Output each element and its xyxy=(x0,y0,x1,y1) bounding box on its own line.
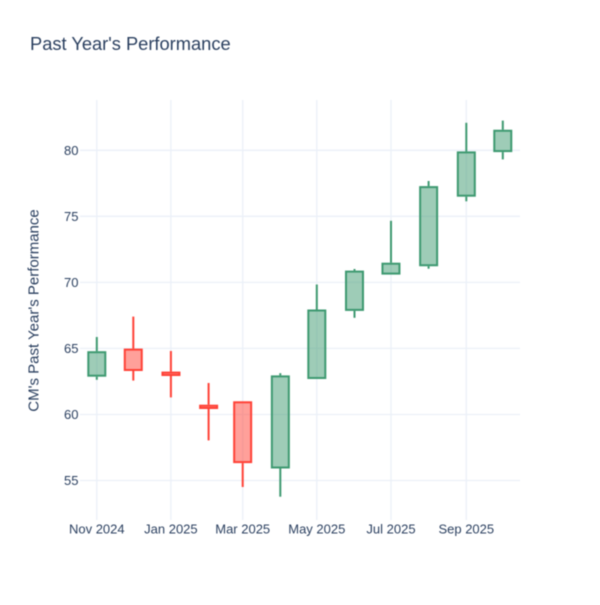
svg-text:Sep 2025: Sep 2025 xyxy=(438,522,494,537)
svg-text:65: 65 xyxy=(64,341,78,356)
svg-text:Jul 2025: Jul 2025 xyxy=(366,522,415,537)
svg-text:Jan 2025: Jan 2025 xyxy=(144,522,198,537)
svg-text:May 2025: May 2025 xyxy=(288,522,345,537)
svg-text:Nov 2024: Nov 2024 xyxy=(69,522,125,537)
svg-text:CM's Past Year's Performance: CM's Past Year's Performance xyxy=(26,209,43,411)
svg-text:55: 55 xyxy=(64,473,78,488)
svg-text:Mar 2025: Mar 2025 xyxy=(215,522,270,537)
svg-text:80: 80 xyxy=(64,143,78,158)
svg-text:Past Year's Performance: Past Year's Performance xyxy=(30,33,231,54)
svg-text:60: 60 xyxy=(64,407,78,422)
svg-text:70: 70 xyxy=(64,275,78,290)
svg-text:75: 75 xyxy=(64,209,78,224)
